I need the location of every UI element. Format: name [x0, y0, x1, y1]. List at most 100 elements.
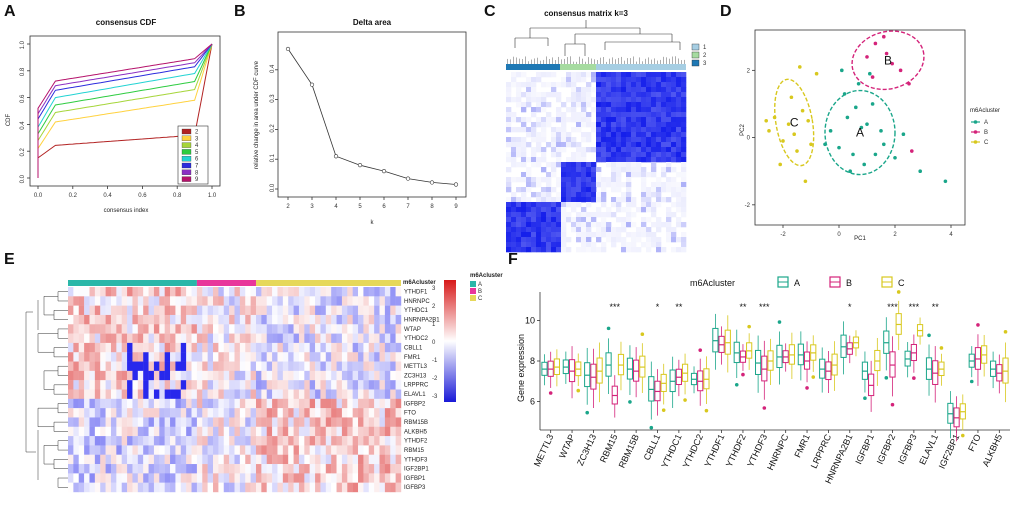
- matrix-cell: [661, 97, 667, 103]
- matrix-cell: [621, 137, 627, 143]
- matrix-cell: [511, 242, 517, 248]
- heatmap-cell: [245, 436, 251, 446]
- matrix-cell: [616, 197, 622, 203]
- box-significance: **: [675, 302, 683, 312]
- heatmap-cell: [84, 482, 90, 493]
- cdf-legend-swatch: [181, 156, 192, 162]
- matrix-cell: [561, 82, 567, 88]
- heatmap-cell: [315, 324, 321, 334]
- heatmap-cell: [395, 380, 402, 390]
- heatmap-cell: [191, 380, 198, 390]
- heatmap-cell: [229, 436, 235, 446]
- heatmap-cell: [170, 352, 176, 362]
- heatmap-cell: [282, 464, 289, 474]
- heatmap-cell: [336, 342, 343, 353]
- matrix-cell: [666, 87, 672, 93]
- delta-point: [405, 176, 411, 181]
- heatmap-cell: [368, 398, 375, 409]
- heatmap-legend-label: C: [478, 296, 483, 302]
- heatmap-cell: [250, 389, 257, 400]
- matrix-cell: [586, 117, 592, 123]
- heatmap-cell: [110, 436, 117, 446]
- matrix-cell: [626, 102, 632, 108]
- heatmap-cell: [148, 287, 155, 297]
- heatmap-cell: [153, 473, 160, 483]
- heatmap-cell: [164, 352, 171, 362]
- heatmap-cell: [127, 398, 133, 409]
- heatmap-cell: [266, 352, 273, 362]
- heatmap-cell: [315, 314, 321, 325]
- matrix-cell: [511, 82, 517, 88]
- heatmap-cell: [341, 324, 348, 334]
- matrix-cell: [681, 197, 687, 203]
- heatmap-cell: [352, 324, 359, 334]
- heatmap-cell: [218, 464, 224, 474]
- matrix-cell: [641, 82, 647, 88]
- box-ytick-label: 6: [530, 397, 535, 407]
- heatmap-cell: [159, 342, 165, 353]
- panel-label-e: E: [4, 251, 15, 268]
- matrix-cell: [551, 72, 557, 78]
- matrix-cell: [626, 117, 632, 123]
- matrix-cell: [526, 197, 532, 203]
- matrix-cell: [626, 97, 632, 103]
- matrix-cell: [541, 227, 547, 233]
- matrix-cell: [636, 167, 642, 173]
- heatmap-cell: [132, 408, 139, 418]
- heatmap-cell: [170, 482, 176, 493]
- matrix-cell: [556, 142, 562, 148]
- heatmap-cell: [78, 417, 85, 427]
- heatmap-scale-label: -2: [432, 376, 438, 382]
- heatmap-cell: [390, 324, 396, 334]
- matrix-cell: [661, 127, 667, 133]
- matrix-cell: [516, 242, 522, 248]
- heatmap-cell: [159, 389, 165, 400]
- heatmap-cell: [143, 352, 149, 362]
- matrix-cell: [506, 232, 512, 238]
- heatmap-cell: [395, 473, 402, 483]
- heatmap-cell: [153, 445, 160, 455]
- matrix-cell: [551, 247, 557, 253]
- matrix-cell: [546, 237, 552, 243]
- matrix-cell: [526, 182, 532, 188]
- heatmap-cell: [148, 454, 155, 465]
- row-dendrogram-branch: [37, 407, 58, 428]
- heatmap-cell: [84, 445, 90, 455]
- matrix-cell: [521, 217, 527, 223]
- heatmap-cell: [143, 370, 149, 381]
- matrix-cell: [581, 102, 587, 108]
- heatmap-cell: [159, 473, 165, 483]
- heatmap-cell: [347, 296, 353, 306]
- box-category-label: YTHDF3: [745, 433, 769, 469]
- heatmap-cell: [202, 296, 208, 306]
- heatmap-cell: [288, 445, 294, 455]
- heatmap-cell: [250, 324, 257, 334]
- matrix-cell: [616, 237, 622, 243]
- heatmap-cell: [164, 314, 171, 325]
- matrix-cell: [666, 177, 672, 183]
- heatmap-cell: [105, 473, 112, 483]
- heatmap-cell: [245, 287, 251, 297]
- matrix-cell: [661, 167, 667, 173]
- heatmap-cell: [207, 361, 214, 372]
- matrix-cell: [671, 77, 677, 83]
- matrix-cell: [666, 77, 672, 83]
- matrix-cell: [641, 137, 647, 143]
- matrix-cell: [566, 197, 572, 203]
- row-dendrogram-branch: [53, 384, 68, 395]
- heatmap-cell: [374, 454, 380, 465]
- heatmap-cell: [218, 473, 224, 483]
- heatmap-cell: [143, 454, 149, 465]
- heatmap-cell: [159, 296, 165, 306]
- matrix-cell: [541, 242, 547, 248]
- heatmap-cell: [164, 287, 171, 297]
- matrix-cell: [536, 92, 542, 98]
- matrix-cell: [566, 187, 572, 193]
- matrix-cell: [576, 127, 582, 133]
- matrix-cell: [526, 117, 532, 123]
- matrix-cell: [656, 202, 662, 208]
- heatmap-cell: [277, 342, 284, 353]
- heatmap-cell: [266, 380, 273, 390]
- cdf-title: consensus CDF: [96, 18, 157, 27]
- matrix-cell: [556, 97, 562, 103]
